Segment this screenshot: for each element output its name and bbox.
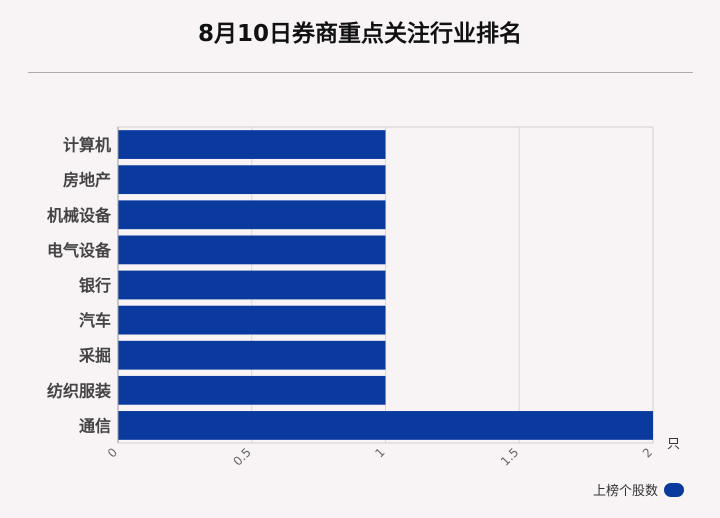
category-label: 采掘	[78, 346, 111, 365]
x-tick-label: 0	[105, 445, 120, 460]
bar	[118, 235, 386, 265]
legend: 上榜个股数	[593, 480, 684, 499]
x-tick-label: 1	[372, 445, 387, 460]
category-label: 计算机	[63, 136, 111, 155]
bar	[118, 340, 386, 370]
bar	[118, 411, 653, 440]
bar	[118, 200, 386, 230]
category-label: 汽车	[79, 311, 111, 330]
category-label: 电气设备	[47, 241, 112, 260]
bar	[118, 270, 386, 300]
x-tick-label: 2	[640, 445, 655, 460]
bar	[118, 130, 386, 159]
bar	[118, 165, 386, 195]
bar	[118, 305, 386, 335]
x-tick-label: 1.5	[498, 445, 521, 468]
x-tick-label: 0.5	[230, 445, 253, 468]
category-label: 房地产	[63, 171, 111, 190]
title-divider	[28, 72, 693, 73]
legend-label: 上榜个股数	[592, 484, 658, 499]
category-label: 通信	[79, 416, 111, 435]
bar	[118, 375, 386, 405]
legend-swatch	[664, 482, 684, 497]
category-label: 银行	[79, 276, 111, 295]
x-unit-label: 只	[667, 437, 680, 452]
chart-title: 8月10日券商重点关注行业排名	[197, 21, 522, 47]
category-label: 机械设备	[47, 206, 112, 225]
category-label: 纺织服装	[47, 381, 111, 400]
